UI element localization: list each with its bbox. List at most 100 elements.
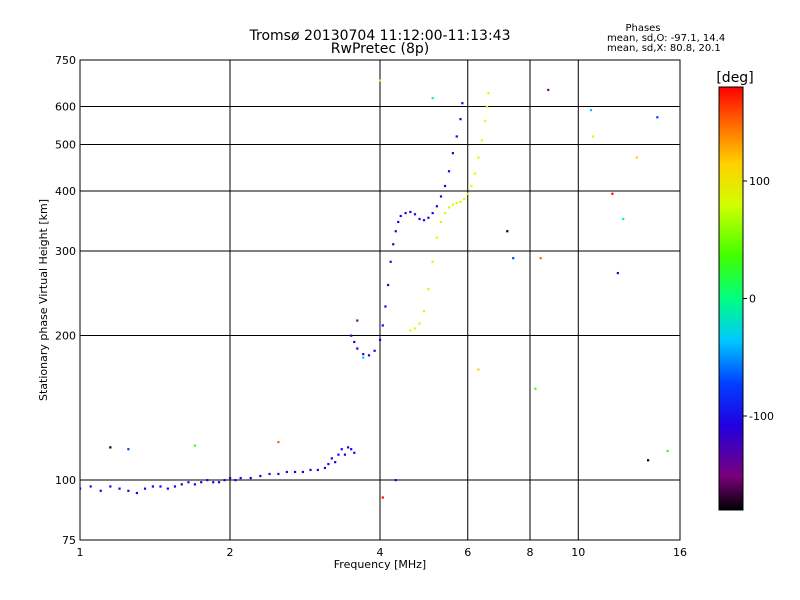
o-mode-point	[166, 487, 169, 490]
o-mode-point	[118, 487, 121, 490]
o-mode-point	[212, 481, 215, 484]
x-mode-point	[413, 327, 417, 330]
scatter-point	[477, 368, 480, 371]
x-mode-point	[447, 206, 451, 209]
scatter-point	[539, 257, 542, 260]
colorbar-tick-label: -100	[749, 410, 774, 423]
o-mode-point	[443, 184, 447, 188]
o-mode-point	[151, 485, 155, 488]
o-mode-point	[159, 485, 162, 488]
o-mode-point	[309, 468, 312, 472]
o-mode-point	[109, 485, 112, 488]
o-mode-point	[340, 448, 343, 451]
o-mode-point	[285, 470, 288, 474]
o-mode-point	[187, 481, 190, 484]
x-mode-point	[451, 203, 455, 206]
x-mode-point	[431, 260, 434, 263]
o-mode-point	[330, 457, 333, 460]
colorbar-ticks: 100 0 -100	[743, 175, 774, 423]
o-mode-point	[350, 448, 353, 451]
x-mode-point	[485, 105, 488, 108]
phases-mean-o: mean, sd,O: -97.1, 14.4	[607, 33, 725, 44]
x-mode-point	[439, 220, 443, 224]
o-mode-point	[461, 102, 464, 105]
o-mode-point	[346, 446, 350, 449]
o-mode-point	[455, 135, 458, 138]
x-tick-label: 6	[464, 546, 471, 559]
o-mode-point	[362, 353, 365, 356]
o-mode-point	[249, 476, 252, 480]
y-tick-label: 400	[55, 185, 76, 198]
y-axis-ticks: 75 100 200 300 400 500 600 750	[55, 54, 76, 547]
x-mode-point	[487, 92, 490, 95]
chart-subtitle: RwPretec (8p)	[331, 41, 429, 57]
x-mode-point	[463, 198, 466, 201]
o-mode-point	[268, 472, 271, 476]
y-axis-label: Stationary phase Virtual Height [km]	[37, 199, 50, 401]
x-mode-point	[409, 329, 412, 332]
x-mode-point	[473, 172, 477, 175]
o-mode-point	[381, 324, 384, 327]
scatter-point	[666, 449, 669, 453]
y-tick-label: 750	[55, 54, 76, 67]
o-mode-point	[293, 470, 297, 474]
o-mode-point	[217, 481, 221, 484]
scatter-point	[127, 448, 130, 451]
x-tick-label: 10	[571, 546, 585, 559]
scatter-point	[379, 79, 382, 82]
o-mode-point	[394, 230, 397, 233]
scatter-point	[622, 217, 625, 221]
o-mode-point	[459, 118, 462, 121]
chart-title: Tromsø 20130704 11:12:00-11:13:43	[249, 28, 511, 44]
o-mode-point	[404, 212, 407, 215]
o-mode-point	[451, 152, 455, 155]
colorbar-label: [deg]	[716, 70, 753, 86]
o-mode-point	[353, 451, 356, 454]
o-mode-point	[389, 260, 392, 263]
o-mode-point	[223, 479, 226, 482]
echo-points	[80, 79, 669, 499]
x-axis-ticks: 1 2 4 6 8 10 16	[77, 546, 688, 559]
scatter-point	[589, 109, 593, 112]
scatter-point	[394, 479, 397, 482]
o-mode-point	[80, 487, 82, 490]
o-mode-point	[180, 483, 183, 486]
colorbar-tick-label: 0	[749, 293, 756, 306]
scatter-point	[193, 444, 197, 447]
o-mode-point	[127, 489, 130, 492]
o-mode-point	[301, 470, 305, 474]
x-mode-point	[466, 192, 469, 195]
phases-mean-x: mean, sd,X: 80.8, 20.1	[607, 43, 721, 54]
x-mode-point	[427, 288, 430, 291]
o-mode-point	[316, 468, 319, 472]
scatter-point	[635, 156, 638, 159]
scatter-point	[506, 230, 509, 233]
x-mode-point	[443, 212, 447, 215]
y-tick-label: 500	[55, 139, 76, 152]
y-tick-label: 100	[55, 474, 76, 487]
grid-lines	[80, 60, 680, 540]
x-tick-label: 8	[527, 546, 534, 559]
x-mode-point	[418, 322, 421, 325]
x-mode-point	[459, 200, 462, 203]
o-mode-point	[386, 283, 390, 287]
phases-heading: Phases	[625, 23, 660, 34]
scatter-point	[616, 271, 619, 275]
o-mode-point	[259, 474, 262, 478]
o-mode-point	[418, 217, 421, 221]
o-mode-point	[327, 462, 330, 466]
x-mode-point	[455, 201, 458, 205]
scatter-point	[362, 356, 365, 359]
o-mode-point	[323, 466, 327, 470]
o-mode-point	[343, 453, 347, 456]
o-mode-point	[143, 487, 147, 490]
o-mode-point	[427, 216, 430, 219]
scatter-point	[534, 387, 537, 390]
x-tick-label: 4	[377, 546, 384, 559]
scatter-point	[277, 441, 280, 444]
o-mode-point	[413, 213, 417, 216]
o-mode-point	[135, 491, 138, 495]
scatter-point	[591, 135, 595, 138]
x-mode-point	[484, 119, 487, 123]
